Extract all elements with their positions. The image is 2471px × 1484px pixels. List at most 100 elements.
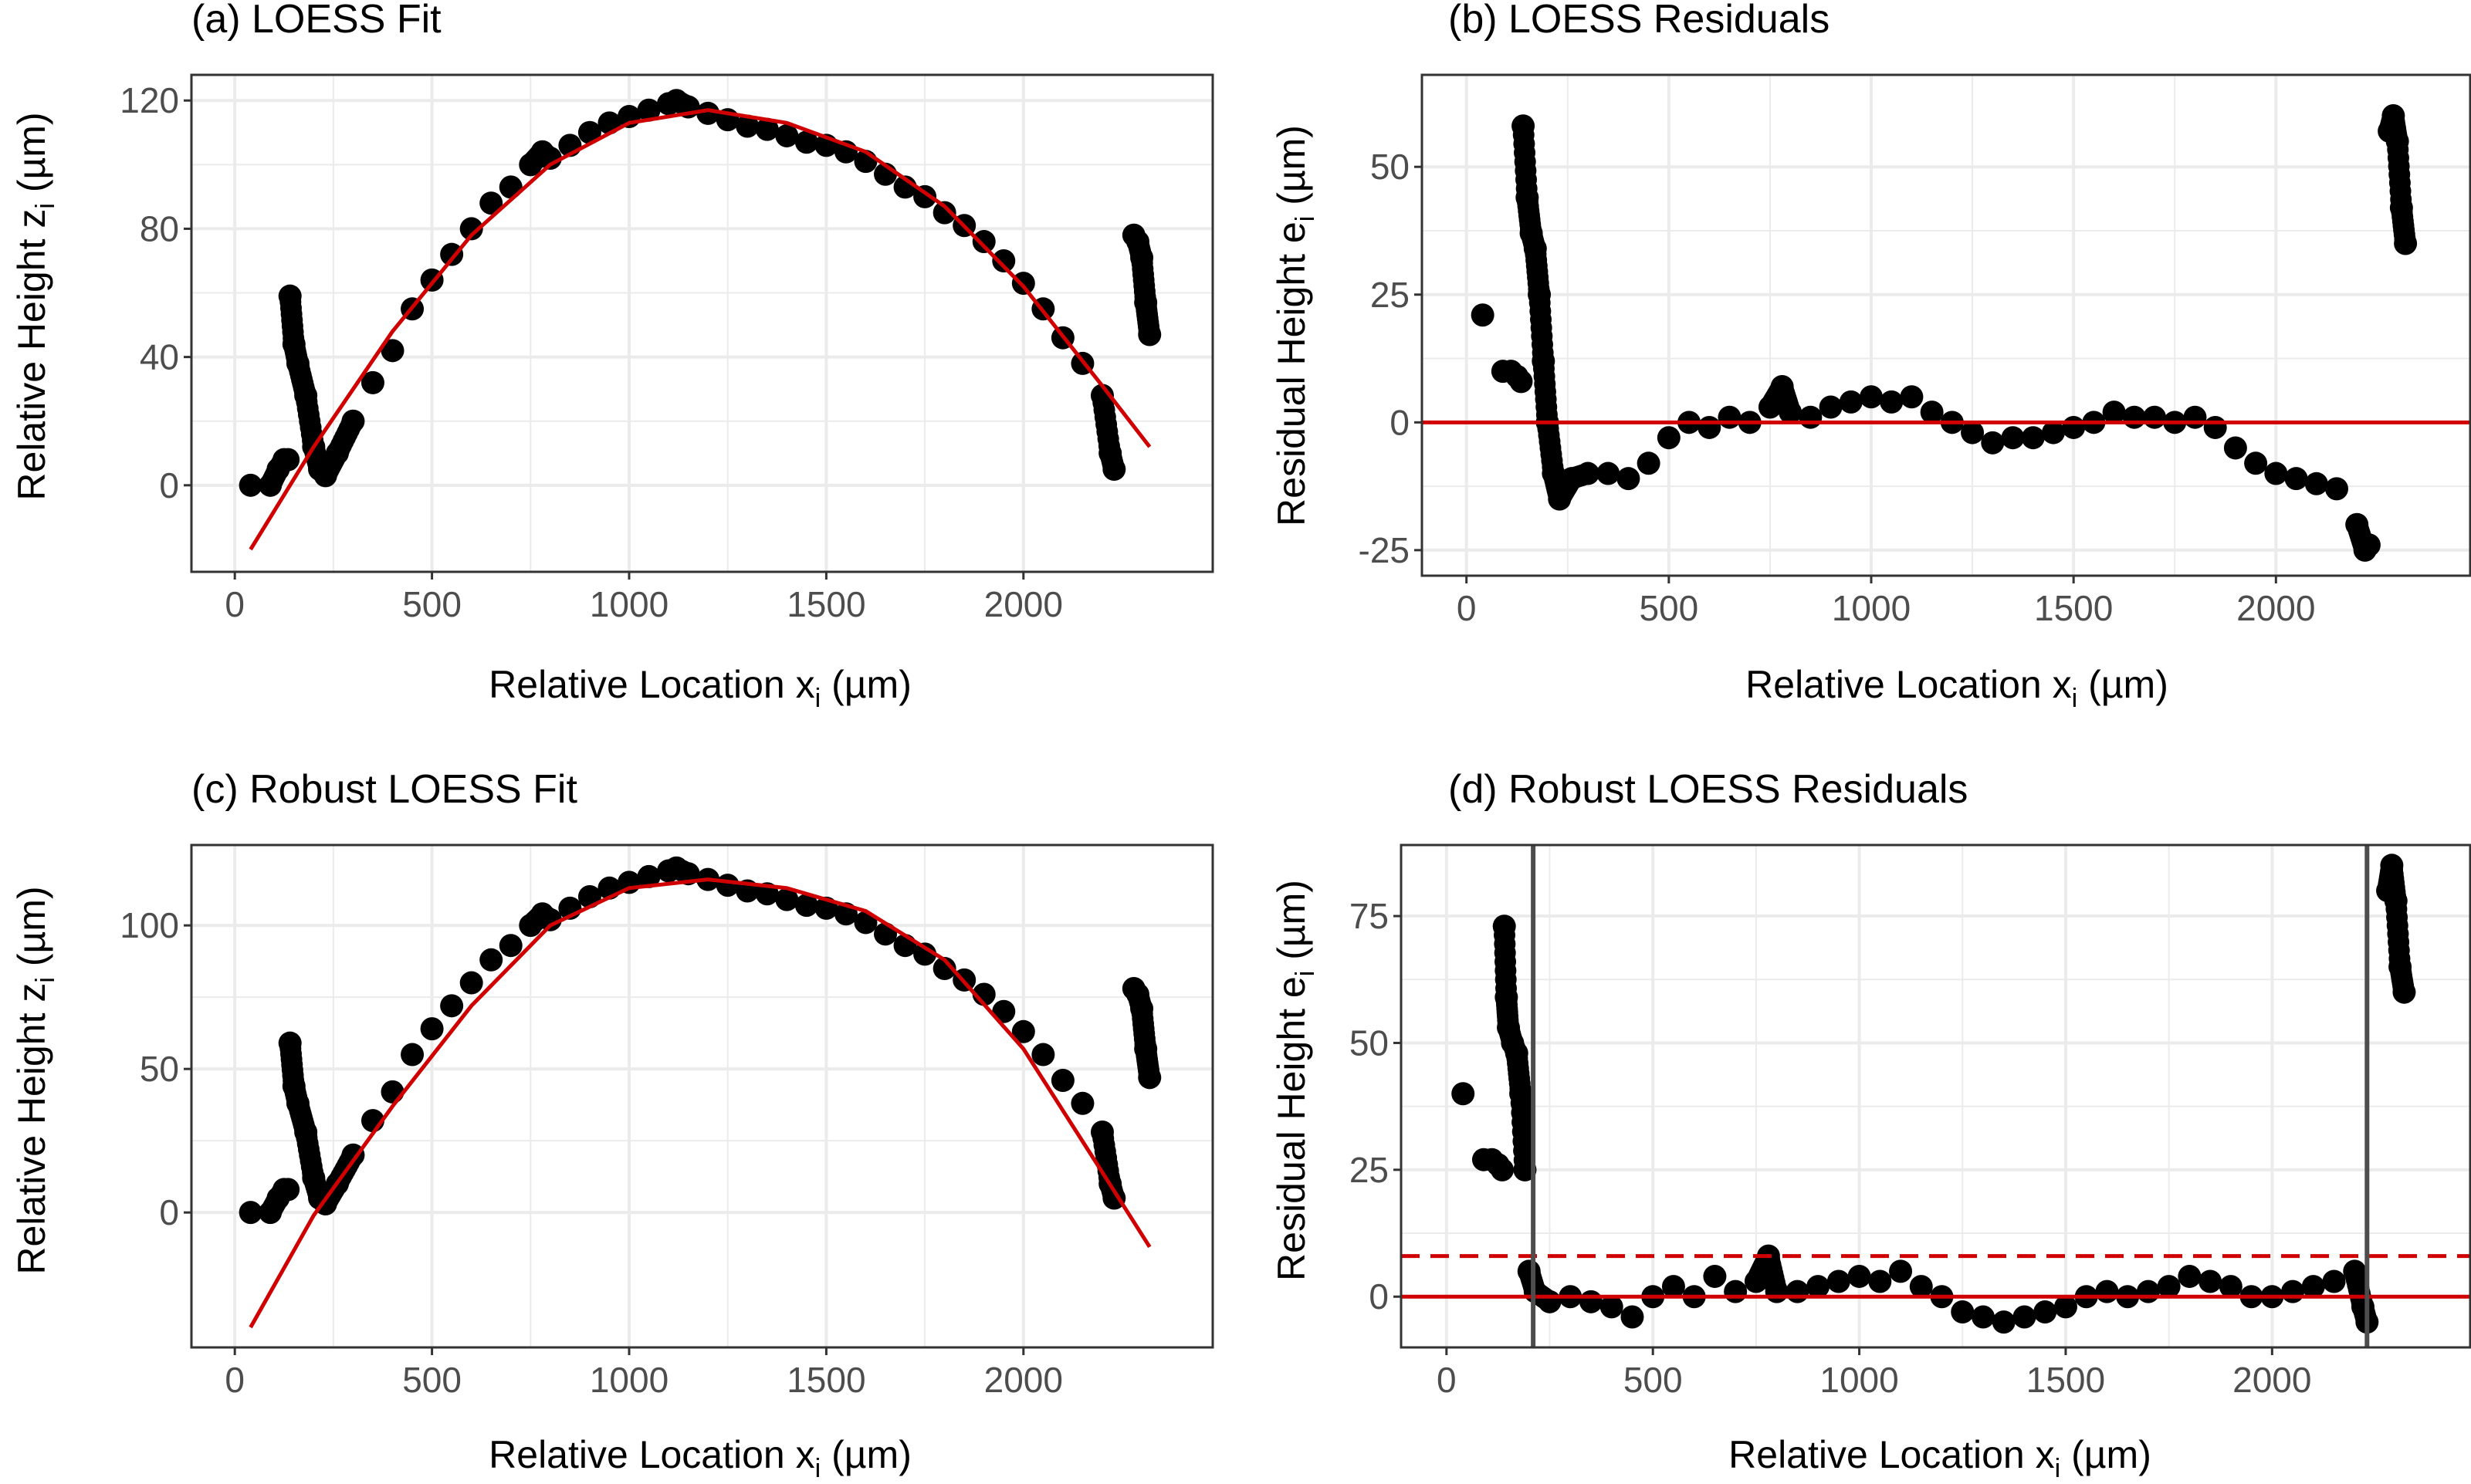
data-point	[1779, 401, 1802, 424]
svg-text:Relative Location xi (µm): Relative Location xi (µm)	[489, 663, 912, 713]
y-tick-label: 120	[120, 80, 179, 120]
data-point	[1513, 1158, 1537, 1181]
data-point	[286, 351, 310, 375]
data-point	[1981, 431, 2005, 455]
data-point	[1657, 426, 1681, 450]
data-point	[1071, 1091, 1095, 1115]
data-point	[239, 1201, 262, 1225]
panel-d-ylabel: Residual Height ei (µm)	[1270, 880, 1320, 1281]
data-point	[2284, 467, 2308, 491]
data-point	[440, 994, 464, 1018]
data-point	[2102, 401, 2126, 424]
data-point	[1130, 997, 1154, 1021]
panel-c-ylabel: Relative Height zi (µm)	[10, 886, 60, 1274]
fit-line	[249, 877, 1152, 1329]
panel-d-xlabel: Relative Location xi (µm)	[1728, 1433, 2151, 1483]
data-point	[755, 117, 779, 141]
data-point	[313, 464, 337, 488]
x-tick-label: 500	[402, 584, 462, 624]
data-point	[1576, 461, 1599, 485]
data-point	[2244, 451, 2268, 475]
data-point	[459, 971, 483, 995]
data-point	[1971, 1305, 1995, 1329]
y-tick-label: 75	[1349, 896, 1389, 936]
data-point	[1528, 282, 1552, 306]
data-point	[2385, 130, 2409, 154]
data-point	[278, 284, 302, 308]
data-point	[2095, 1279, 2119, 1303]
data-point	[1102, 1186, 1126, 1210]
plot-background	[1401, 845, 2470, 1347]
data-point	[2021, 426, 2045, 450]
data-point	[637, 864, 661, 888]
svg-text:Residual Height ei (µm): Residual Height ei (µm)	[1270, 125, 1320, 526]
x-tick-label: 1000	[590, 584, 669, 624]
data-point	[239, 473, 262, 497]
panel-b-title: (b) LOESS Residuals	[1448, 0, 1830, 42]
data-point	[1826, 1269, 1850, 1293]
data-point	[1596, 461, 1620, 485]
data-point	[1532, 349, 1555, 373]
data-point	[696, 101, 720, 125]
panel-b-xlabel: Relative Location xi (µm)	[1745, 663, 2168, 713]
data-point	[1492, 914, 1516, 938]
data-layer	[239, 89, 1162, 551]
data-point	[326, 441, 349, 465]
data-point	[2345, 512, 2369, 536]
data-point	[1900, 385, 1924, 409]
x-tick-label: 0	[1457, 588, 1477, 628]
data-point	[1491, 1158, 1515, 1181]
data-point	[2389, 196, 2413, 220]
data-point	[2304, 472, 2328, 495]
data-point	[2053, 1295, 2077, 1319]
data-point	[1637, 451, 1660, 475]
data-point	[1909, 1275, 1933, 1299]
data-point	[294, 1121, 318, 1144]
x-tick-label: 1500	[2034, 588, 2113, 628]
data-point	[2203, 415, 2227, 439]
y-tick-label: 0	[1390, 402, 1410, 442]
data-point	[278, 1031, 302, 1055]
data-point	[1471, 303, 1494, 327]
data-point	[282, 1074, 306, 1098]
panel-a-title: (a) LOESS Fit	[191, 0, 442, 42]
data-point	[1620, 1305, 1644, 1329]
data-point	[2381, 103, 2405, 127]
data-point	[1538, 1290, 1562, 1313]
data-point	[775, 123, 799, 147]
y-tick-label: 0	[159, 465, 179, 505]
x-tick-label: 500	[402, 1360, 462, 1400]
data-point	[1130, 245, 1154, 269]
data-point	[1992, 1310, 2016, 1334]
data-point	[1860, 385, 1883, 409]
data-point	[1744, 1269, 1768, 1293]
data-point	[794, 130, 818, 154]
data-point	[1889, 1259, 1913, 1283]
data-point	[933, 201, 956, 225]
x-tick-label: 1500	[787, 584, 865, 624]
x-tick-label: 1000	[590, 1360, 669, 1400]
data-layer	[1422, 103, 2470, 562]
data-point	[538, 908, 562, 931]
data-point	[286, 1091, 310, 1115]
data-point	[2322, 1269, 2346, 1293]
data-point	[2223, 436, 2247, 460]
data-point	[1920, 401, 1944, 424]
data-point	[1616, 467, 1640, 491]
data-point	[479, 191, 503, 215]
data-point	[341, 1143, 365, 1167]
data-point	[1724, 1279, 1748, 1303]
data-point	[276, 448, 300, 472]
data-point	[2001, 426, 2025, 450]
data-point	[1509, 370, 1533, 394]
data-point	[282, 333, 306, 357]
data-point	[2357, 533, 2381, 557]
data-point	[2392, 980, 2416, 1004]
data-point	[1515, 185, 1539, 209]
data-point	[1548, 487, 1572, 511]
y-tick-label: 0	[1369, 1276, 1389, 1317]
data-point	[1765, 1279, 1789, 1303]
data-point	[2380, 854, 2404, 877]
fit-line	[249, 108, 1152, 551]
data-point	[1134, 1037, 1158, 1061]
